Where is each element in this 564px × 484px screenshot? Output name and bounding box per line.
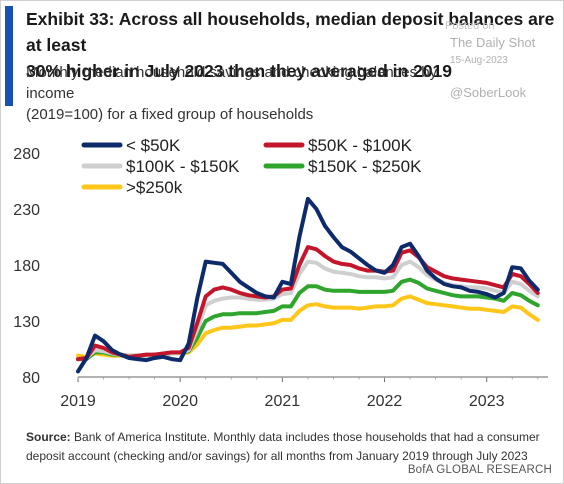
- x-tick-label: 2023: [469, 393, 505, 410]
- watermark-name: The Daily Shot: [450, 35, 536, 50]
- legend-label: >$250k: [126, 178, 183, 197]
- chart-title: Exhibit 33: Across all households, media…: [26, 9, 555, 81]
- x-tick-label: 2022: [367, 393, 403, 410]
- x-tick-label: 2019: [60, 393, 96, 410]
- y-tick-label: 230: [13, 202, 40, 219]
- legend-label: $150K - $250K: [308, 157, 422, 176]
- accent-bar: [5, 6, 13, 106]
- series-line-4: [76, 294, 540, 359]
- y-tick-label: 80: [22, 370, 40, 387]
- legend-label: $100K - $150K: [126, 157, 240, 176]
- x-tick-label: 2021: [265, 393, 301, 410]
- watermark-posted-on: Posted on: [445, 20, 495, 32]
- chart-lines: [76, 196, 540, 374]
- series-line-1: [76, 245, 540, 362]
- watermark-handle: @SoberLook: [450, 85, 527, 100]
- y-tick-label: 130: [13, 314, 40, 331]
- y-tick-label: 280: [13, 146, 40, 163]
- source-label: Source:: [26, 430, 71, 444]
- y-tick-label: 180: [13, 258, 40, 275]
- legend-label: $50K - $100K: [308, 136, 413, 155]
- brand-footer: BofA GLOBAL RESEARCH: [407, 464, 552, 476]
- legend-label: < $50K: [126, 136, 181, 155]
- x-tick-label: 2020: [162, 393, 198, 410]
- source-text: Bank of America Institute. Monthly data …: [26, 430, 540, 463]
- series-line-0: [76, 196, 540, 374]
- chart-axes: 80 130 180 230 280 2019 2020 2021 2022 2023: [13, 146, 548, 410]
- chart-subtitle: Monthly median household savings and che…: [26, 64, 438, 123]
- chart-legend: < $50K $50K - $100K $100K - $150K $150K - $…: [81, 136, 422, 197]
- source-note: Source: Bank of America Institute. Month…: [26, 428, 556, 466]
- watermark-date: 15-Aug-2023: [450, 55, 508, 66]
